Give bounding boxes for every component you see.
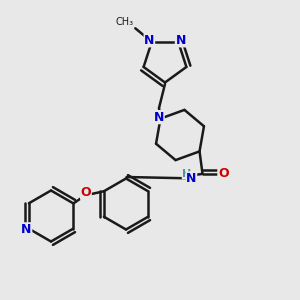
Text: O: O [218,167,229,180]
Text: H: H [182,169,192,179]
Text: N: N [186,172,197,185]
Text: O: O [81,186,91,199]
Text: N: N [144,34,154,47]
Text: N: N [176,34,186,47]
Text: N: N [21,223,32,236]
Text: N: N [154,111,164,124]
Text: CH₃: CH₃ [116,17,134,27]
